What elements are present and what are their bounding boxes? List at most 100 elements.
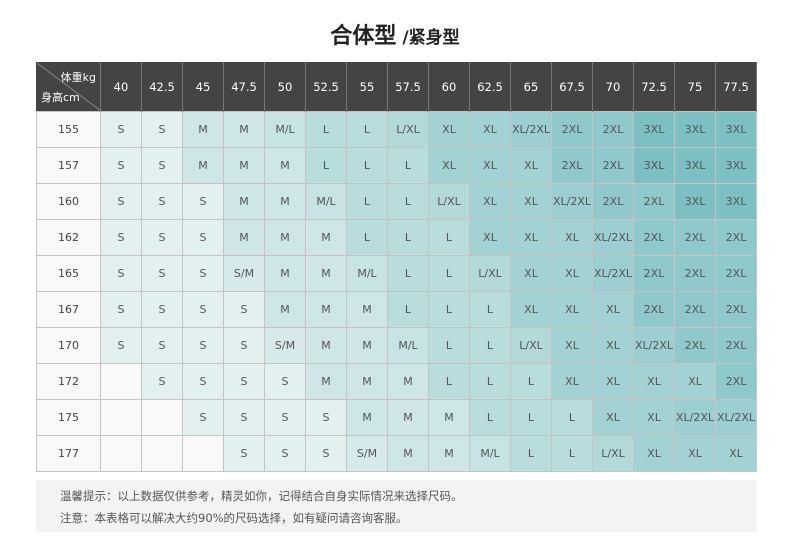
size-cell: M [305, 255, 347, 292]
size-cell: XL [428, 147, 470, 184]
size-cell: L/XL [469, 255, 511, 292]
title-main: 合体型 [330, 24, 397, 49]
size-cell: 2XL [715, 291, 757, 328]
weight-header: 65 [510, 62, 552, 112]
size-cell: XL [510, 291, 552, 328]
size-cell: 2XL [633, 183, 675, 220]
size-cell: 2XL [674, 255, 716, 292]
size-cell: L [428, 291, 470, 328]
weight-header: 67.5 [551, 62, 593, 112]
size-cell: S [100, 255, 142, 292]
size-cell: S [305, 435, 347, 472]
size-cell: 2XL [551, 147, 593, 184]
size-chart-table: 体重kg 身高cm 40 42.5 45 47.5 50 52.5 55 57.5 60 62.5… [36, 62, 757, 472]
size-cell: L [428, 363, 470, 400]
weight-header: 52.5 [305, 62, 347, 112]
weight-label: 体重kg [60, 71, 96, 84]
size-cell: S [223, 363, 265, 400]
size-cell: S [100, 291, 142, 328]
size-cell: M/L [346, 255, 388, 292]
size-cell: XL [510, 255, 552, 292]
size-cell: 2XL [715, 219, 757, 256]
size-cell: M [264, 291, 306, 328]
size-cell: S/M [346, 435, 388, 472]
size-cell: XL [633, 363, 675, 400]
size-cell: 2XL [633, 219, 675, 256]
size-cell: S [182, 291, 224, 328]
size-cell: XL/2XL [551, 183, 593, 220]
notes-box: 温馨提示：以上数据仅供参考，精灵如你，记得结合自身实际情况来选择尺码。 注意：本… [36, 480, 757, 532]
size-cell: L [346, 183, 388, 220]
size-cell: L [469, 363, 511, 400]
weight-header: 60 [428, 62, 470, 112]
size-cell: 2XL [592, 183, 634, 220]
size-cell: M/L [387, 327, 429, 364]
size-cell: L [387, 183, 429, 220]
table-row: 160 S S S M M M/L L L L/XL XL XL XL/2XL 2XL 2XL 3XL 3XL [36, 183, 757, 220]
size-cell: L [551, 435, 593, 472]
size-cell: S [141, 147, 183, 184]
size-cell: S [100, 183, 142, 220]
size-cell: S [305, 399, 347, 436]
size-cell: M/L [264, 111, 306, 148]
weight-header: 77.5 [715, 62, 757, 112]
size-cell: L [346, 219, 388, 256]
size-cell: S [182, 363, 224, 400]
size-cell: S [141, 183, 183, 220]
size-cell: M [264, 255, 306, 292]
size-cell [141, 399, 183, 436]
size-cell: L [305, 147, 347, 184]
size-cell: 2XL [674, 327, 716, 364]
size-cell: 3XL [674, 147, 716, 184]
size-cell: 2XL [551, 111, 593, 148]
size-cell: S/M [223, 255, 265, 292]
size-cell: L/XL [510, 327, 552, 364]
size-cell: M [223, 111, 265, 148]
size-cell: M [182, 111, 224, 148]
table-row: 175 S S S S M M M L L L XL XL XL/2XL XL/2XL [36, 399, 757, 436]
height-cell: 167 [36, 291, 101, 328]
size-cell: M [223, 183, 265, 220]
size-cell: XL [510, 219, 552, 256]
size-cell: S [264, 435, 306, 472]
size-cell: XL [674, 363, 716, 400]
size-cell [100, 435, 142, 472]
size-cell: L [387, 255, 429, 292]
size-cell: S [264, 399, 306, 436]
height-cell: 170 [36, 327, 101, 364]
size-cell [182, 435, 224, 472]
size-cell: S [100, 327, 142, 364]
size-cell: 2XL [715, 363, 757, 400]
size-cell: 3XL [715, 183, 757, 220]
size-cell: M [305, 219, 347, 256]
size-cell: 3XL [715, 147, 757, 184]
size-cell: S [182, 327, 224, 364]
size-cell: XL [551, 219, 593, 256]
size-cell: L [510, 363, 552, 400]
size-cell: M [346, 327, 388, 364]
size-cell: L/XL [428, 183, 470, 220]
size-cell: XL/2XL [592, 255, 634, 292]
size-cell: 3XL [674, 183, 716, 220]
size-cell: S [223, 399, 265, 436]
size-cell: M [346, 291, 388, 328]
size-cell: S [223, 327, 265, 364]
size-cell: M [428, 399, 470, 436]
size-cell: S [182, 399, 224, 436]
size-cell: M [305, 291, 347, 328]
size-cell: L [428, 219, 470, 256]
size-cell: XL [633, 435, 675, 472]
size-cell: L [551, 399, 593, 436]
size-cell: 2XL [715, 327, 757, 364]
diagonal-divider [37, 63, 101, 111]
size-cell: M [223, 219, 265, 256]
size-cell: M [264, 147, 306, 184]
size-cell: M/L [469, 435, 511, 472]
size-cell: M [264, 219, 306, 256]
size-cell: M [387, 435, 429, 472]
table-row: 155 S S M M M/L L L L/XL XL XL XL/2XL 2XL 2XL 3XL 3XL 3X… [36, 111, 757, 148]
height-cell: 165 [36, 255, 101, 292]
height-cell: 175 [36, 399, 101, 436]
size-cell: XL [469, 183, 511, 220]
size-cell: L/XL [592, 435, 634, 472]
